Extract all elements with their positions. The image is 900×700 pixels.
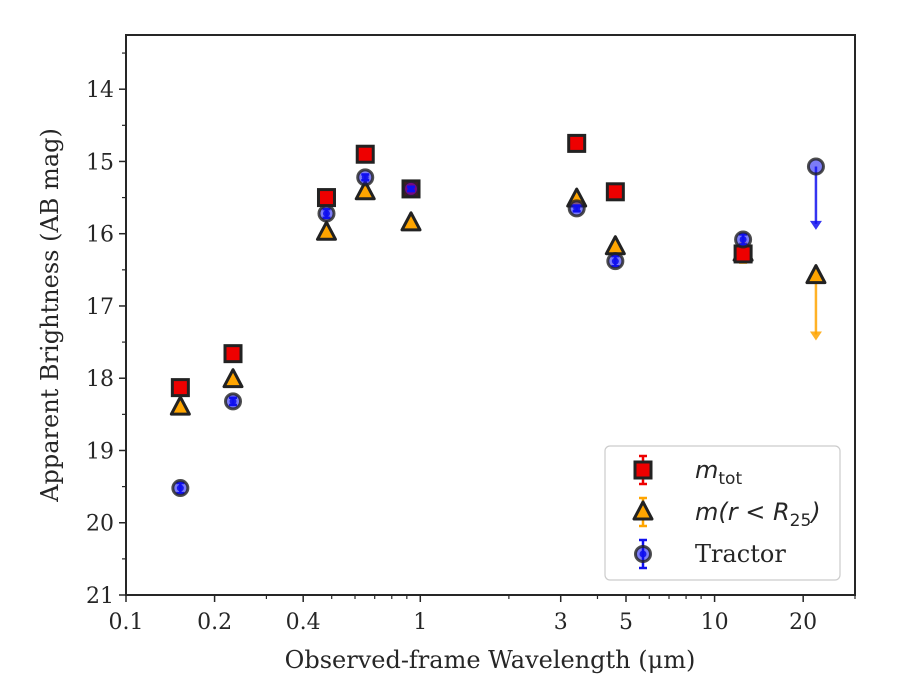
x-axis-title: Observed-frame Wavelength (μm) [285, 646, 696, 674]
y-tick-label: 17 [86, 295, 114, 320]
x-tick-label: 0.2 [197, 610, 232, 635]
point-triangle-3 [354, 180, 376, 201]
data-marks [169, 133, 827, 498]
point-core-6 [611, 257, 619, 265]
y-axis-title: Apparent Brightness (AB mag) [36, 128, 64, 503]
point-square-6 [605, 182, 625, 202]
point-core-0 [176, 484, 184, 492]
x-tick-label: 10 [701, 610, 729, 635]
point-square-5 [567, 133, 587, 153]
point-triangle-0 [169, 395, 191, 416]
point-core-2 [322, 209, 330, 217]
y-tick-label: 19 [86, 439, 114, 464]
legend-symbol-square [633, 460, 653, 480]
legend-symbol-triangle [632, 500, 654, 521]
y-tick-label: 18 [86, 367, 114, 392]
upper-limit-arrow-head [809, 331, 822, 341]
legend-mr25-end: ) [809, 498, 820, 526]
upper-limit-arrow-head [809, 220, 822, 230]
point-square-3 [355, 144, 375, 164]
x-tick-label: 20 [789, 610, 817, 635]
y-axis: 14 15 16 17 18 19 20 21 [86, 52, 126, 609]
legend-label-tractor: Tractor [695, 540, 786, 568]
legend-marker-square [633, 454, 653, 486]
legend-label-mtot: mtot [695, 456, 742, 489]
upper-limit-marker-triangle-0 [805, 264, 827, 285]
plot-area: 0.1 0.2 0.4 1 3 5 10 20 14 15 16 17 18 19 20 21 [86, 34, 856, 635]
point-triangle-2 [315, 220, 337, 241]
point-core-5 [573, 204, 581, 212]
point-core-4 [407, 185, 415, 193]
legend-mtot-sub: tot [718, 469, 742, 489]
x-tick-label: 0.4 [286, 610, 321, 635]
y-tick-label: 21 [86, 584, 114, 609]
legend-marker-triangle [632, 496, 654, 528]
point-core-3 [361, 173, 369, 181]
point-square-0 [170, 378, 190, 398]
y-tick-label: 15 [86, 150, 114, 175]
series-triangle [169, 180, 827, 416]
legend-mr25-sub: 25 [790, 511, 812, 531]
x-tick-label: 5 [619, 610, 633, 635]
legend-mtot-main: m [695, 456, 718, 484]
legend-symbol-core [639, 550, 647, 558]
point-triangle-6 [604, 235, 626, 256]
x-tick-label: 3 [554, 610, 568, 635]
point-core-7 [739, 235, 747, 243]
upper-limit-marker-circle-0 [806, 157, 825, 176]
point-square-1 [223, 344, 243, 364]
legend: mtot m(r < R25) Tractor [604, 445, 841, 581]
point-core-1 [229, 397, 237, 405]
legend-label-mr25: m(r < R25) [695, 498, 821, 531]
plot-frame [125, 34, 856, 596]
point-triangle-4 [400, 211, 422, 232]
x-tick-label: 1 [413, 610, 427, 635]
legend-mr25-main: m(r < R [695, 498, 790, 526]
y-tick-label: 20 [86, 512, 114, 537]
y-tick-label: 14 [86, 78, 114, 103]
series-square [170, 133, 753, 398]
x-tick-label: 0.1 [109, 610, 144, 635]
legend-box [604, 445, 841, 581]
legend-markers [632, 454, 654, 570]
point-triangle-1 [222, 368, 244, 389]
series-circle [171, 157, 825, 498]
y-tick-label: 16 [86, 223, 114, 248]
x-axis: 0.1 0.2 0.4 1 3 5 10 20 [109, 595, 856, 635]
legend-marker-circle [634, 538, 652, 570]
point-square-2 [316, 188, 336, 208]
